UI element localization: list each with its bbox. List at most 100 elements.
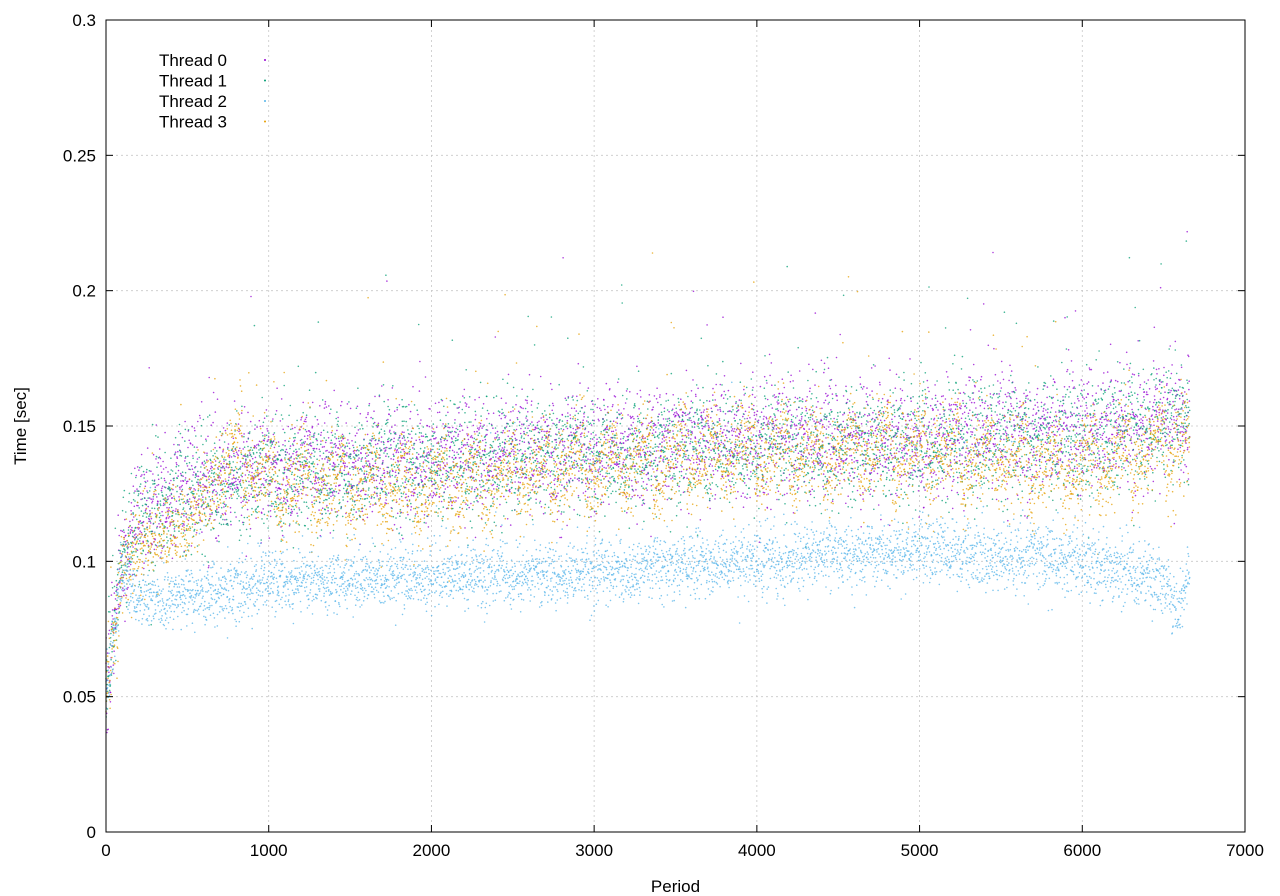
data-point: [751, 462, 753, 464]
data-point: [282, 500, 285, 502]
data-point: [716, 470, 719, 472]
data-point: [777, 431, 780, 434]
data-point: [767, 493, 769, 495]
data-point: [576, 395, 578, 398]
data-point: [1067, 349, 1070, 351]
data-point: [111, 581, 113, 584]
data-point: [1128, 453, 1130, 456]
data-point: [390, 444, 392, 446]
data-point: [620, 412, 622, 415]
data-point: [254, 445, 256, 448]
data-point: [998, 393, 1000, 395]
data-point: [530, 446, 532, 449]
data-point: [856, 459, 859, 462]
data-point: [731, 473, 733, 475]
data-point: [469, 436, 472, 438]
data-point: [430, 438, 432, 441]
data-point: [784, 435, 787, 437]
data-point: [1179, 439, 1182, 442]
data-point: [1141, 405, 1143, 407]
data-point: [1099, 418, 1102, 420]
data-point: [1080, 389, 1083, 392]
data-point: [995, 448, 997, 451]
data-point: [252, 480, 254, 482]
data-point: [364, 452, 367, 455]
data-point: [564, 459, 566, 462]
data-point: [997, 464, 1000, 466]
data-point: [924, 489, 926, 491]
data-point: [171, 544, 174, 546]
data-point: [671, 476, 674, 479]
data-point: [175, 500, 178, 503]
data-point: [149, 522, 152, 524]
data-point: [300, 444, 302, 446]
data-point: [177, 444, 179, 446]
data-point: [222, 480, 225, 482]
data-point: [174, 510, 177, 512]
data-point: [443, 485, 445, 487]
data-point: [513, 453, 515, 455]
data-point: [1006, 497, 1009, 500]
data-point: [1011, 391, 1013, 393]
data-point: [307, 448, 310, 451]
data-point: [639, 496, 641, 499]
data-point: [1099, 424, 1102, 426]
data-point: [1087, 381, 1090, 383]
data-point: [879, 463, 882, 466]
data-point: [137, 542, 140, 545]
data-point: [638, 432, 641, 434]
data-point: [152, 473, 154, 475]
data-point: [1131, 511, 1134, 514]
data-point: [1042, 410, 1044, 412]
data-point: [328, 487, 331, 490]
data-point: [792, 380, 794, 382]
data-point: [1074, 444, 1076, 446]
data-point: [251, 475, 253, 477]
data-point: [680, 508, 682, 511]
data-point: [132, 498, 135, 501]
data-point: [159, 504, 162, 507]
data-point: [697, 475, 700, 477]
data-point: [754, 396, 756, 399]
data-point: [1129, 386, 1131, 388]
data-point: [950, 468, 952, 471]
data-point: [999, 421, 1001, 424]
data-point: [1080, 444, 1082, 447]
data-point: [152, 453, 155, 456]
data-point: [300, 416, 303, 419]
data-point: [401, 448, 403, 451]
data-point: [339, 484, 341, 486]
data-point: [175, 544, 177, 546]
data-point: [506, 518, 509, 520]
data-point: [175, 513, 177, 515]
data-point: [458, 412, 460, 414]
data-point: [1108, 437, 1111, 440]
data-point: [161, 510, 163, 513]
data-point: [340, 446, 342, 448]
data-point: [546, 430, 549, 433]
data-point: [717, 409, 719, 411]
data-point: [863, 444, 866, 446]
data-point: [896, 494, 898, 497]
data-point: [117, 607, 119, 610]
data-point: [1141, 419, 1144, 422]
data-point: [509, 490, 511, 493]
data-point: [723, 375, 726, 377]
data-point: [130, 528, 132, 531]
data-point: [428, 467, 430, 470]
data-point: [124, 518, 126, 521]
data-point: [568, 465, 571, 467]
data-point: [467, 462, 469, 464]
data-point: [311, 452, 313, 455]
data-point: [186, 501, 189, 503]
data-point: [879, 419, 882, 422]
series-thread-0: [105, 230, 1191, 734]
data-point: [1087, 393, 1089, 396]
data-point: [865, 393, 868, 395]
data-point: [713, 442, 716, 444]
data-point: [590, 424, 593, 426]
data-point: [233, 455, 235, 457]
data-point: [182, 508, 184, 511]
data-point: [519, 481, 521, 484]
data-point: [624, 468, 627, 471]
